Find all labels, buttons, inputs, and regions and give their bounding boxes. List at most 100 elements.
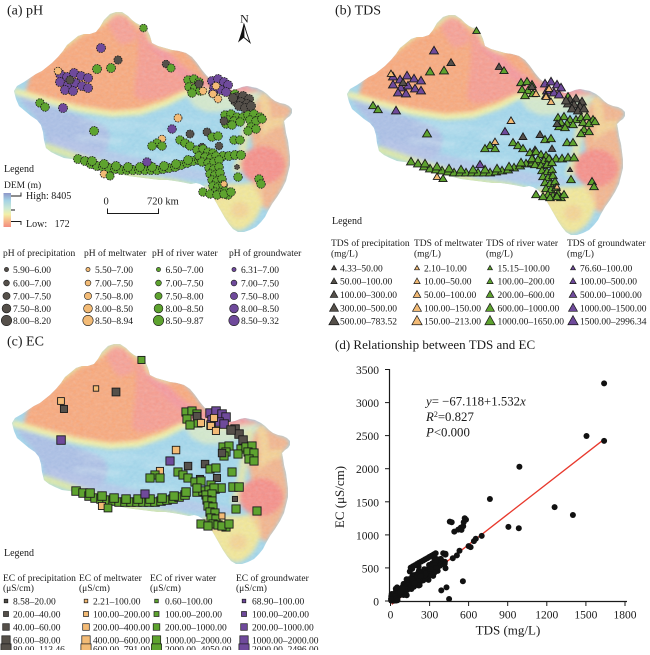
- svg-text:(mg/L): (mg/L): [414, 249, 441, 260]
- svg-text:TDS of meltwater: TDS of meltwater: [414, 238, 483, 249]
- svg-text:EC (μS/cm): EC (μS/cm): [332, 466, 347, 528]
- svg-text:DEM (m): DEM (m): [4, 180, 41, 191]
- svg-text:150.00–213.00: 150.00–213.00: [424, 317, 481, 327]
- svg-text:1500.00–2996.34: 1500.00–2996.34: [580, 317, 647, 327]
- svg-text:1500: 1500: [574, 610, 597, 622]
- svg-text:5.90–6.00: 5.90–6.00: [13, 266, 51, 276]
- svg-text:7.00–7.50: 7.00–7.50: [13, 292, 51, 302]
- svg-text:7.50–8.00: 7.50–8.00: [13, 305, 51, 315]
- svg-text:pH of precipitation: pH of precipitation: [3, 248, 76, 259]
- svg-text:(c) EC: (c) EC: [7, 335, 44, 350]
- svg-text:8.00–8.20: 8.00–8.20: [13, 317, 51, 327]
- svg-text:0: 0: [104, 197, 109, 208]
- svg-text:High: 8405: High: 8405: [26, 191, 71, 202]
- svg-text:500.00–1000.00: 500.00–1000.00: [580, 291, 642, 301]
- svg-text:600.00–791.00: 600.00–791.00: [93, 645, 150, 650]
- svg-text:P<0.000: P<0.000: [425, 426, 470, 440]
- svg-text:6.50–7.00: 6.50–7.00: [166, 266, 204, 276]
- svg-text:50.00–100.00: 50.00–100.00: [340, 278, 393, 288]
- svg-text:6.00–7.00: 6.00–7.00: [13, 279, 51, 289]
- svg-text:200.00–1000.00: 200.00–1000.00: [165, 623, 227, 633]
- svg-text:(a) pH: (a) pH: [7, 4, 43, 19]
- svg-text:0: 0: [373, 597, 379, 609]
- svg-text:300: 300: [421, 610, 439, 622]
- svg-text:(mg/L): (mg/L): [486, 249, 513, 260]
- svg-text:EC of groundwater: EC of groundwater: [236, 573, 310, 584]
- svg-text:68.90–100.00: 68.90–100.00: [252, 597, 305, 607]
- svg-text:200.00–1000.00: 200.00–1000.00: [252, 623, 314, 633]
- svg-text:7.00–7.50: 7.00–7.50: [95, 279, 133, 289]
- svg-text:500: 500: [362, 563, 380, 575]
- svg-text:EC of precipitation: EC of precipitation: [3, 573, 76, 584]
- svg-text:pH of river water: pH of river water: [152, 248, 219, 259]
- svg-text:60.00–80.00: 60.00–80.00: [13, 636, 61, 646]
- svg-text:7.00–7.50: 7.00–7.50: [166, 279, 204, 289]
- svg-text:2500: 2500: [356, 431, 379, 443]
- svg-text:7.50–8.00: 7.50–8.00: [95, 292, 133, 302]
- svg-text:R2=0.827: R2=0.827: [425, 410, 474, 424]
- svg-text:200.00–400.00: 200.00–400.00: [93, 623, 150, 633]
- svg-text:Legend: Legend: [4, 164, 34, 175]
- svg-text:7.50–8.00: 7.50–8.00: [241, 292, 279, 302]
- svg-text:8.00–8.50: 8.00–8.50: [241, 305, 279, 315]
- svg-text:7.50–8.00: 7.50–8.00: [166, 292, 204, 302]
- svg-text:400.00–600.00: 400.00–600.00: [93, 636, 150, 646]
- svg-text:100.00–500.00: 100.00–500.00: [580, 278, 637, 288]
- svg-text:(mg/L): (mg/L): [567, 249, 594, 260]
- svg-text:1500: 1500: [356, 497, 379, 509]
- svg-text:N: N: [240, 12, 249, 26]
- svg-text:8.00–8.50: 8.00–8.50: [166, 305, 204, 315]
- svg-text:20.00–40.00: 20.00–40.00: [13, 610, 61, 620]
- svg-text:40.00–60.00: 40.00–60.00: [13, 623, 61, 633]
- svg-text:0.60–100.00: 0.60–100.00: [165, 597, 213, 607]
- svg-text:500.00–783.52: 500.00–783.52: [340, 317, 397, 327]
- svg-text:100.00–200.00: 100.00–200.00: [498, 278, 555, 288]
- svg-text:TDS of precipitation: TDS of precipitation: [331, 238, 410, 249]
- svg-text:3000: 3000: [356, 398, 379, 410]
- svg-text:720 km: 720 km: [147, 197, 179, 208]
- svg-text:TDS (mg/L): TDS (mg/L): [476, 623, 541, 638]
- svg-text:8.50–9.87: 8.50–9.87: [166, 317, 204, 327]
- svg-text:EC of meltwater: EC of meltwater: [79, 573, 143, 584]
- svg-text:100.00–150.00: 100.00–150.00: [424, 304, 481, 314]
- svg-text:100.00–200.00: 100.00–200.00: [93, 610, 150, 620]
- svg-text:600: 600: [460, 610, 478, 622]
- svg-text:600.00–1000.00: 600.00–1000.00: [498, 304, 560, 314]
- svg-text:(d) Relationship between TDS a: (d) Relationship between TDS and EC: [335, 337, 535, 352]
- svg-text:1000: 1000: [356, 530, 379, 542]
- svg-text:900: 900: [499, 610, 517, 622]
- svg-text:80.00–113.46: 80.00–113.46: [13, 645, 65, 650]
- svg-text:Low: 172: Low: 172: [26, 219, 70, 230]
- svg-text:300.00–500.00: 300.00–500.00: [340, 304, 397, 314]
- svg-text:6.31–7.00: 6.31–7.00: [241, 266, 279, 276]
- svg-text:2000: 2000: [356, 464, 379, 476]
- svg-text:10.00–50.00: 10.00–50.00: [424, 278, 472, 288]
- svg-text:4.33–50.00: 4.33–50.00: [340, 264, 383, 274]
- svg-text:pH of groundwater: pH of groundwater: [229, 248, 302, 259]
- svg-text:Legend: Legend: [332, 216, 362, 227]
- svg-text:y= −67.118+1.532x: y= −67.118+1.532x: [424, 395, 526, 409]
- svg-text:pH of meltwater: pH of meltwater: [84, 248, 147, 259]
- svg-text:7.00–7.50: 7.00–7.50: [241, 279, 279, 289]
- svg-text:0: 0: [388, 610, 394, 622]
- svg-text:1200: 1200: [535, 610, 558, 622]
- svg-text:100.00–300.00: 100.00–300.00: [340, 291, 397, 301]
- svg-text:(μS/cm): (μS/cm): [79, 583, 110, 594]
- svg-text:8.50–9.32: 8.50–9.32: [241, 317, 279, 327]
- svg-text:15.15–100.00: 15.15–100.00: [498, 264, 551, 274]
- svg-text:8.58–20.00: 8.58–20.00: [13, 597, 56, 607]
- svg-text:TDS of groundwater: TDS of groundwater: [567, 238, 646, 249]
- svg-text:1000.00–2000.00: 1000.00–2000.00: [165, 636, 232, 646]
- svg-text:200.00–600.00: 200.00–600.00: [498, 291, 555, 301]
- svg-text:1000.00–1650.00: 1000.00–1650.00: [498, 317, 565, 327]
- svg-text:1000.00–1500.00: 1000.00–1500.00: [580, 304, 647, 314]
- svg-text:(μS/cm): (μS/cm): [150, 583, 181, 594]
- svg-text:2.21–100.00: 2.21–100.00: [93, 597, 141, 607]
- svg-text:(b) TDS: (b) TDS: [335, 4, 381, 19]
- svg-text:(mg/L): (mg/L): [331, 249, 358, 260]
- svg-text:100.00–200.00: 100.00–200.00: [165, 610, 222, 620]
- svg-text:1000.00–2000.00: 1000.00–2000.00: [252, 636, 319, 646]
- svg-text:2.10–10.00: 2.10–10.00: [424, 264, 467, 274]
- svg-text:EC of river water: EC of river water: [150, 573, 217, 584]
- svg-text:(μS/cm): (μS/cm): [236, 583, 267, 594]
